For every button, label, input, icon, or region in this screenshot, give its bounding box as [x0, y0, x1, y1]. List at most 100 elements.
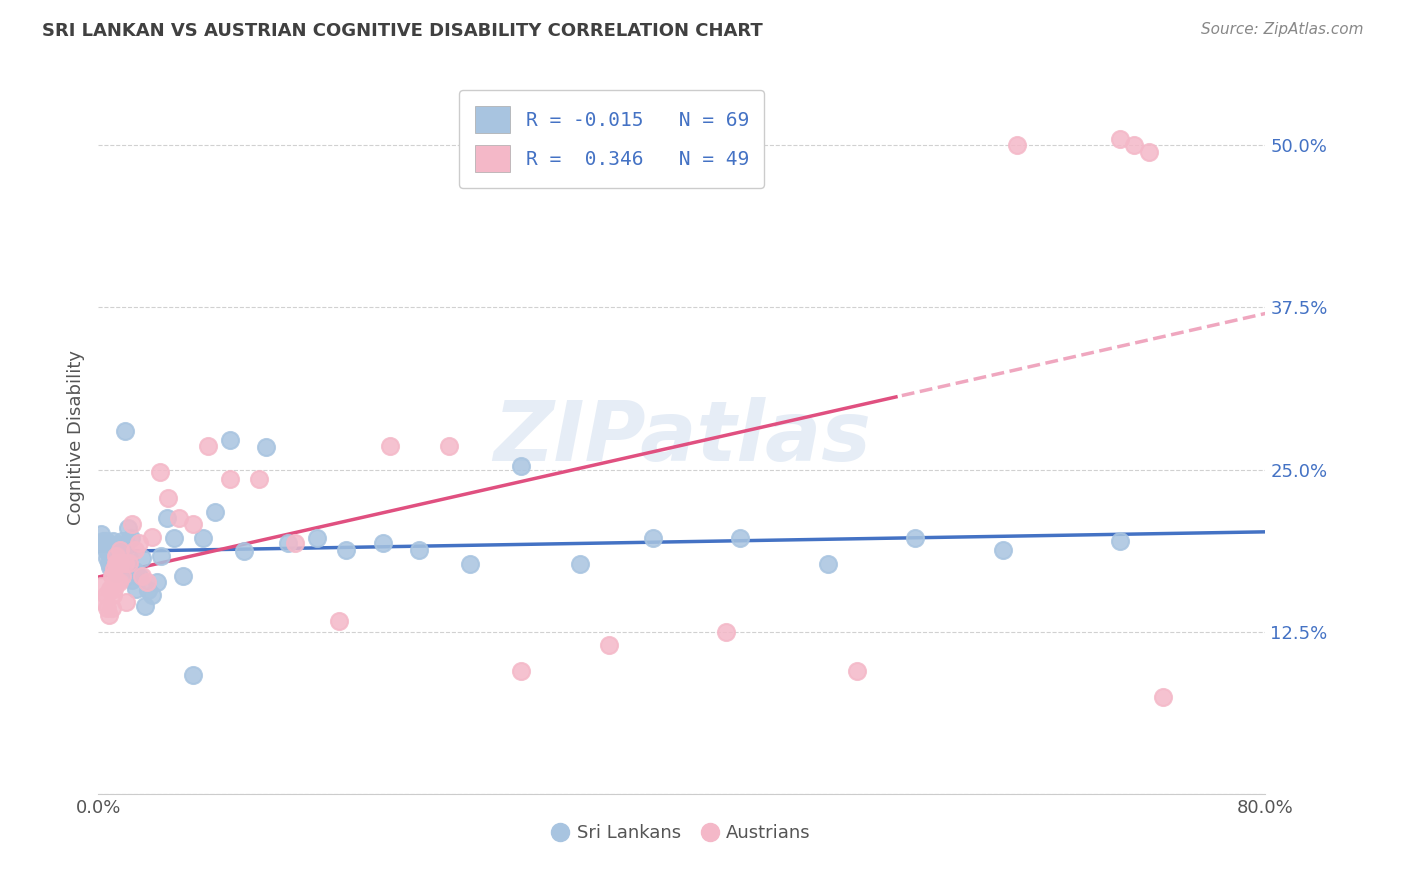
- Point: [111, 533, 134, 548]
- Point: [141, 530, 163, 544]
- Point: [115, 536, 138, 550]
- Point: [117, 521, 139, 535]
- Point: [510, 458, 533, 473]
- Point: [96, 601, 118, 615]
- Point: [149, 465, 172, 479]
- Point: [93, 595, 115, 609]
- Point: [136, 583, 159, 598]
- Point: [108, 559, 131, 574]
- Point: [115, 595, 138, 609]
- Point: [98, 547, 121, 561]
- Point: [233, 544, 256, 558]
- Point: [1108, 131, 1130, 145]
- Text: ZIPatlas: ZIPatlas: [494, 397, 870, 477]
- Point: [103, 553, 125, 567]
- Point: [90, 579, 112, 593]
- Point: [104, 549, 127, 564]
- Point: [568, 558, 591, 572]
- Point: [104, 543, 127, 558]
- Point: [104, 566, 127, 581]
- Point: [380, 439, 402, 453]
- Text: Source: ZipAtlas.com: Source: ZipAtlas.com: [1201, 22, 1364, 37]
- Point: [131, 569, 153, 583]
- Point: [128, 569, 150, 583]
- Point: [111, 549, 134, 564]
- Point: [277, 536, 299, 550]
- Legend: Sri Lankans, Austrians: Sri Lankans, Austrians: [546, 817, 818, 849]
- Point: [100, 541, 122, 555]
- Point: [1123, 138, 1146, 153]
- Point: [110, 556, 132, 570]
- Point: [284, 536, 307, 550]
- Point: [121, 573, 143, 587]
- Point: [114, 424, 136, 438]
- Point: [307, 531, 329, 545]
- Point: [1137, 145, 1160, 159]
- Point: [100, 553, 122, 567]
- Point: [247, 472, 270, 486]
- Point: [1007, 138, 1029, 153]
- Point: [167, 510, 190, 524]
- Point: [904, 531, 927, 545]
- Point: [134, 599, 156, 613]
- Point: [124, 564, 146, 578]
- Point: [110, 538, 132, 552]
- Point: [118, 556, 141, 570]
- Point: [204, 505, 226, 519]
- Point: [135, 575, 157, 590]
- Point: [371, 536, 394, 550]
- Point: [460, 558, 482, 572]
- Point: [120, 531, 142, 545]
- Text: SRI LANKAN VS AUSTRIAN COGNITIVE DISABILITY CORRELATION CHART: SRI LANKAN VS AUSTRIAN COGNITIVE DISABIL…: [42, 22, 763, 40]
- Point: [128, 536, 150, 550]
- Point: [817, 558, 839, 572]
- Point: [111, 569, 134, 583]
- Point: [1108, 533, 1130, 548]
- Point: [124, 543, 146, 558]
- Point: [218, 472, 240, 486]
- Point: [97, 544, 120, 558]
- Point: [714, 624, 737, 639]
- Point: [641, 531, 664, 545]
- Point: [150, 549, 173, 564]
- Point: [408, 543, 430, 558]
- Point: [110, 556, 132, 570]
- Point: [105, 575, 128, 590]
- Y-axis label: Cognitive Disability: Cognitive Disability: [66, 350, 84, 524]
- Point: [93, 538, 115, 552]
- Point: [98, 582, 121, 596]
- Point: [121, 516, 143, 531]
- Point: [156, 510, 179, 524]
- Point: [101, 559, 124, 574]
- Point: [103, 538, 125, 552]
- Point: [103, 562, 125, 576]
- Point: [141, 588, 163, 602]
- Point: [101, 543, 124, 558]
- Point: [193, 531, 215, 545]
- Point: [437, 439, 460, 453]
- Point: [846, 664, 869, 678]
- Point: [1152, 690, 1174, 704]
- Point: [108, 575, 131, 590]
- Point: [218, 433, 240, 447]
- Point: [91, 533, 114, 548]
- Point: [105, 556, 128, 570]
- Point: [100, 601, 122, 615]
- Point: [101, 588, 124, 602]
- Point: [90, 527, 112, 541]
- Point: [100, 569, 122, 583]
- Point: [104, 556, 127, 570]
- Point: [105, 556, 128, 570]
- Point: [97, 556, 120, 570]
- Point: [101, 533, 124, 548]
- Point: [96, 550, 118, 565]
- Point: [254, 441, 277, 455]
- Point: [991, 543, 1014, 558]
- Point: [101, 569, 124, 583]
- Point: [335, 543, 357, 558]
- Point: [98, 559, 121, 574]
- Point: [146, 575, 169, 590]
- Point: [157, 491, 180, 505]
- Point: [172, 569, 194, 583]
- Point: [105, 547, 128, 561]
